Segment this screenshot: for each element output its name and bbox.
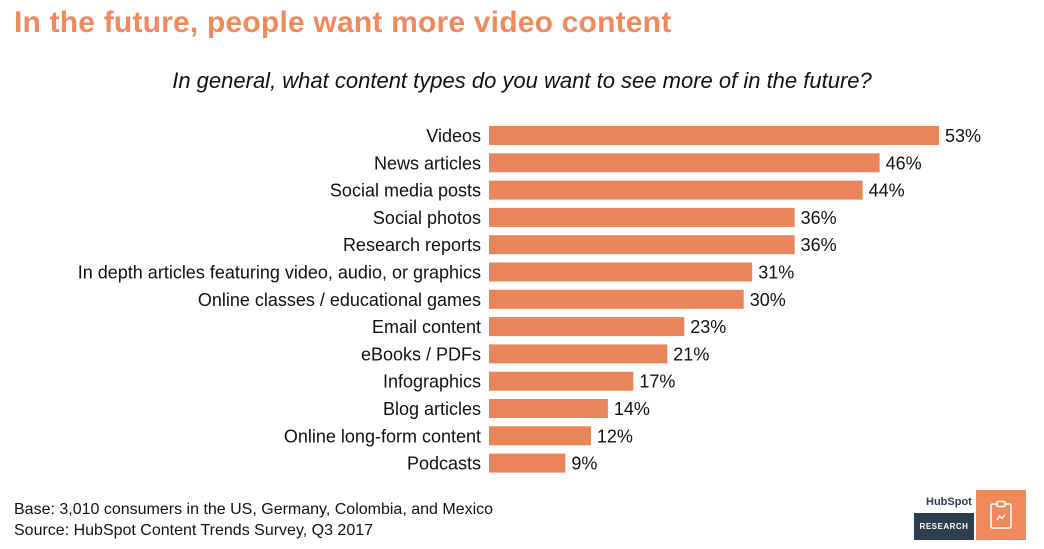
bar [489, 126, 939, 145]
value-label: 53% [945, 126, 981, 146]
category-label: Online classes / educational games [198, 290, 481, 310]
category-label: Social media posts [330, 181, 481, 201]
value-label: 21% [673, 344, 709, 364]
footnotes: Base: 3,010 consumers in the US, Germany… [14, 499, 493, 541]
bar [489, 207, 795, 227]
bar [489, 235, 795, 255]
category-label: Podcasts [407, 454, 481, 474]
category-label: Infographics [383, 372, 481, 392]
category-label: eBooks / PDFs [361, 344, 481, 364]
bar [489, 453, 566, 473]
hubspot-research-logo: HubSpot RESEARCH [912, 490, 1026, 540]
bar [489, 344, 668, 364]
bar [489, 317, 685, 337]
clipboard-icon [976, 490, 1026, 540]
bar [489, 153, 880, 173]
value-label: 14% [614, 399, 650, 419]
category-label: News articles [374, 153, 481, 173]
category-label: Online long-form content [284, 426, 481, 446]
value-label: 12% [597, 426, 633, 446]
footnote-base: Base: 3,010 consumers in the US, Germany… [14, 501, 494, 518]
value-label: 46% [886, 153, 922, 173]
bar [489, 426, 591, 446]
value-label: 23% [690, 317, 726, 337]
chart-title: In general, what content types do you wa… [172, 68, 872, 93]
logo-label: RESEARCH [914, 513, 974, 540]
category-label: Videos [426, 126, 481, 146]
value-label: 9% [571, 454, 597, 474]
bar [489, 289, 744, 309]
logo-wordmark: HubSpot [926, 496, 972, 508]
bar [489, 180, 863, 200]
bar [489, 399, 608, 418]
category-label: In depth articles featuring video, audio… [78, 263, 481, 283]
bar [489, 262, 753, 282]
value-label: 31% [758, 263, 794, 283]
value-label: 17% [639, 372, 675, 392]
value-label: 44% [869, 181, 905, 201]
category-label: Email content [372, 317, 481, 337]
bar [489, 371, 634, 391]
value-label: 36% [801, 235, 837, 255]
category-label: Social photos [373, 208, 481, 228]
value-label: 30% [750, 290, 786, 310]
headline: In the future, people want more video co… [14, 6, 672, 39]
category-label: Research reports [343, 235, 481, 255]
footnote-source: Source: HubSpot Content Trends Survey, Q… [14, 522, 374, 539]
bar-chart: Videos 53% News articles 46% Social media po… [78, 126, 981, 474]
value-label: 36% [801, 208, 837, 228]
category-label: Blog articles [383, 399, 481, 419]
